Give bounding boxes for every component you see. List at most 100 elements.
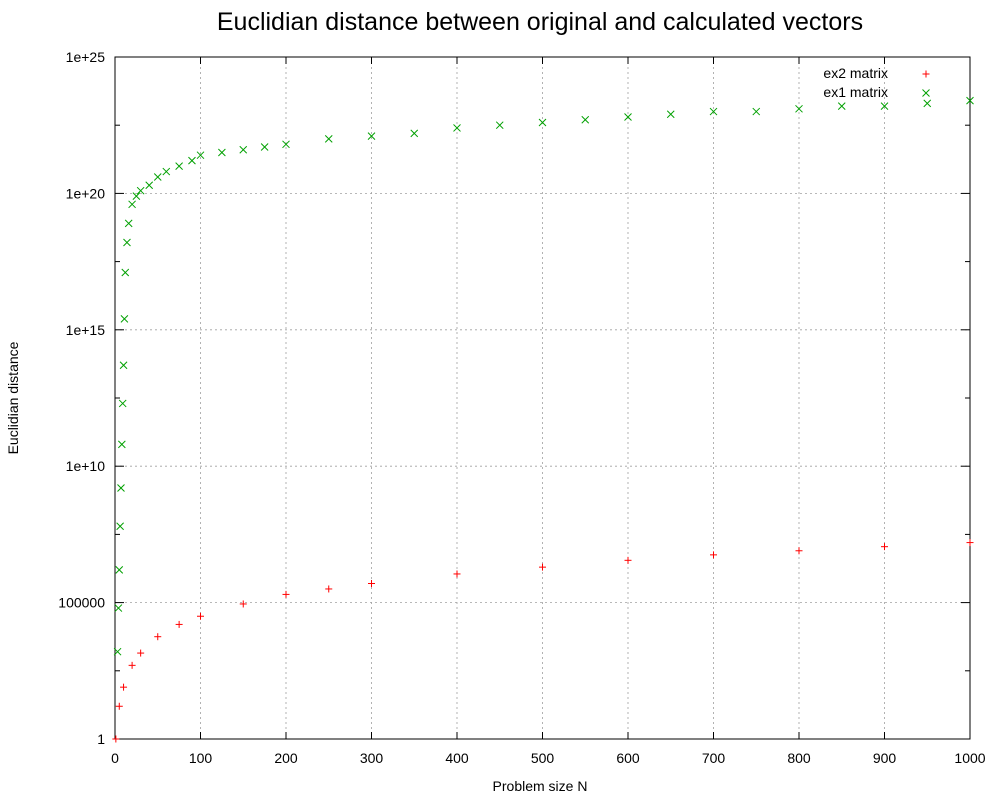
x-stroke-b (117, 440, 126, 449)
x-stroke-b (453, 124, 461, 132)
data-point (115, 702, 123, 710)
data-point (117, 484, 125, 492)
x-tick-labels: 0 100 200 300 400 500 600 700 800 900 1000 (111, 750, 986, 766)
data-point (880, 102, 889, 110)
x-tick-label: 900 (873, 750, 897, 766)
data-point (966, 96, 974, 105)
x-stroke-b (113, 647, 122, 656)
legend-marker-ex2 (922, 70, 930, 78)
x-stroke-b (115, 566, 124, 574)
x-stroke-b (410, 129, 419, 138)
x-stroke-b (324, 134, 333, 143)
x-tick-label: 300 (360, 750, 384, 766)
data-point (116, 522, 124, 531)
data-point (196, 151, 205, 160)
series-ex2-matrix (112, 539, 974, 743)
data-point (239, 600, 247, 608)
x-stroke-b (118, 399, 127, 408)
data-point (710, 551, 717, 559)
x-stroke-b (367, 132, 376, 140)
x-tick-label: 200 (274, 750, 298, 766)
x-tick-label: 1000 (954, 750, 985, 766)
x-stroke-b (795, 104, 803, 113)
x-stroke-b (114, 604, 123, 612)
legend-x-marker (922, 89, 930, 97)
data-point (367, 132, 376, 140)
data-point (112, 735, 120, 743)
x-stroke-b (145, 181, 154, 190)
x-tick-label: 800 (787, 750, 811, 766)
x-stroke-b (966, 96, 974, 105)
data-point (120, 315, 129, 323)
data-point (114, 604, 123, 612)
x-tick-label: 700 (702, 750, 726, 766)
legend: ex2 matrix ex1 matrix (823, 65, 930, 100)
x-tick-label: 600 (616, 750, 640, 766)
y-tick-label: 1 (97, 731, 105, 747)
x-stroke-b (119, 361, 128, 370)
data-point (624, 556, 632, 564)
data-point (837, 102, 846, 110)
legend-label-ex1: ex1 matrix (823, 84, 888, 100)
y-axis-label: Euclidian distance (5, 341, 21, 454)
data-point (410, 129, 419, 138)
data-point (795, 104, 803, 113)
x-stroke-b (666, 110, 675, 119)
data-point (538, 118, 547, 127)
data-point (966, 539, 974, 547)
x-stroke-b (188, 156, 196, 165)
data-point (218, 148, 226, 157)
y-tick-labels: 1 100000 1e+10 1e+15 1e+20 1e+25 (58, 49, 105, 747)
legend-label-ex2: ex2 matrix (823, 65, 888, 81)
data-point (453, 124, 461, 132)
data-point (709, 107, 718, 116)
data-point (795, 547, 803, 555)
data-point (325, 585, 333, 593)
x-stroke-b (117, 484, 125, 492)
data-point (154, 633, 162, 641)
x-stroke-b (120, 315, 129, 323)
data-point (115, 566, 124, 574)
data-point (128, 200, 136, 209)
data-point (197, 612, 204, 620)
x-stroke-b (581, 115, 590, 124)
data-point (175, 620, 183, 628)
data-point (752, 107, 761, 116)
y-tick-label: 100000 (58, 595, 105, 611)
data-point (162, 167, 171, 176)
x-stroke-b (538, 118, 547, 127)
data-point (124, 219, 133, 228)
data-point (324, 134, 333, 143)
x-tick-label: 400 (445, 750, 469, 766)
data-point (624, 113, 632, 121)
x-stroke-b (123, 238, 131, 247)
data-point (175, 162, 183, 170)
data-point (495, 121, 504, 130)
x-stroke-b (709, 107, 718, 116)
x-stroke-b (837, 102, 846, 110)
x-tick-label: 0 (111, 750, 119, 766)
data-point (132, 192, 141, 200)
data-point (136, 186, 145, 195)
x-stroke-b (624, 113, 632, 121)
x-stroke-b (495, 121, 504, 130)
data-point (120, 683, 128, 691)
data-point (118, 399, 127, 408)
data-point (145, 181, 154, 190)
data-point (368, 580, 375, 588)
data-point (666, 110, 675, 119)
y-tick-label: 1e+15 (66, 322, 106, 338)
data-point (282, 140, 290, 149)
data-point (581, 115, 590, 124)
x-stroke-b (282, 140, 290, 149)
x-tick-label: 500 (531, 750, 555, 766)
data-point (119, 361, 128, 370)
x-stroke-b (162, 167, 171, 176)
x-stroke-b (922, 89, 930, 97)
data-point (188, 156, 196, 165)
data-point (113, 647, 122, 656)
x-tick-label: 100 (189, 750, 213, 766)
legend-plus-marker (922, 70, 930, 78)
data-point (239, 145, 248, 154)
x-stroke-b (175, 162, 183, 170)
